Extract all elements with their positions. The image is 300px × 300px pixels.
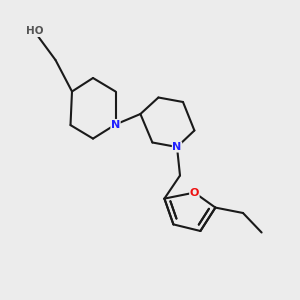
Text: O: O <box>190 188 199 198</box>
Text: HO: HO <box>26 26 43 37</box>
Text: N: N <box>172 142 182 152</box>
Text: N: N <box>111 119 120 130</box>
